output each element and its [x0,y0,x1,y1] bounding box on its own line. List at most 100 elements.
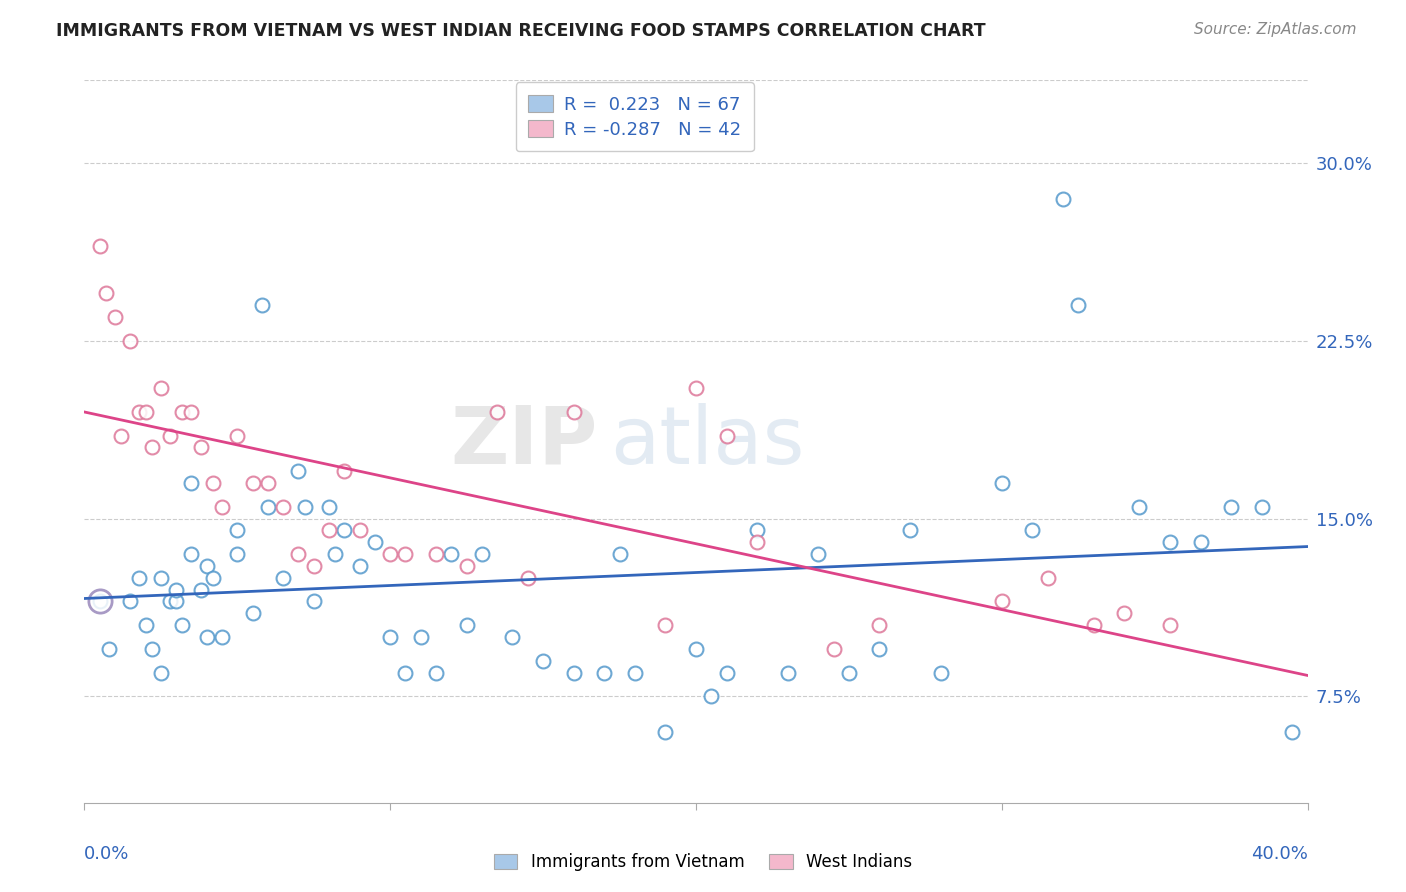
Point [141,641,163,656]
Point [94,286,117,301]
Point [1220,500,1243,514]
Point [333,464,356,478]
Point [294,500,316,514]
Point [747,524,769,538]
Point [1067,298,1090,312]
Point [302,594,325,608]
Point [226,524,249,538]
Point [898,524,921,538]
Point [562,405,585,419]
Point [226,428,249,442]
Point [685,381,707,395]
Point [349,524,371,538]
Point [869,641,891,656]
Text: atlas: atlas [610,402,804,481]
Point [991,594,1014,608]
Point [747,535,769,549]
Point [425,547,447,561]
Point [159,428,181,442]
Point [135,405,157,419]
Point [141,441,163,455]
Point [323,547,346,561]
Legend: Immigrants from Vietnam, West Indians: Immigrants from Vietnam, West Indians [485,845,921,880]
Point [195,630,218,644]
Point [593,665,616,680]
Point [149,665,172,680]
Point [1159,535,1181,549]
Point [1250,500,1272,514]
Point [716,665,738,680]
Point [211,500,233,514]
Point [165,582,187,597]
Point [654,618,676,632]
Point [1021,524,1043,538]
Point [201,475,224,490]
Point [394,665,416,680]
Point [165,594,187,608]
Point [159,594,181,608]
Point [302,558,325,573]
Point [211,630,233,644]
Point [471,547,494,561]
Point [456,558,478,573]
Point [807,547,830,561]
Point [609,547,631,561]
Point [242,475,264,490]
Point [104,310,127,325]
Point [456,618,478,632]
Text: IMMIGRANTS FROM VIETNAM VS WEST INDIAN RECEIVING FOOD STAMPS CORRELATION CHART: IMMIGRANTS FROM VIETNAM VS WEST INDIAN R… [56,22,986,40]
Point [1128,500,1150,514]
Point [195,558,218,573]
Point [287,547,309,561]
Point [128,405,150,419]
Point [172,405,194,419]
Point [394,547,416,561]
Point [1281,724,1303,739]
Point [502,630,524,644]
Point [349,558,371,573]
Point [172,618,194,632]
Point [128,571,150,585]
Text: 40.0%: 40.0% [1251,846,1308,863]
Point [97,641,120,656]
Point [716,428,738,442]
Point [271,571,294,585]
Point [562,665,585,680]
Point [531,654,554,668]
Point [201,571,224,585]
Point [190,441,212,455]
Point [1114,607,1136,621]
Point [380,630,402,644]
Point [929,665,952,680]
Point [516,571,538,585]
Point [869,618,891,632]
Text: Source: ZipAtlas.com: Source: ZipAtlas.com [1194,22,1357,37]
Point [135,618,157,632]
Point [1083,618,1105,632]
Point [250,298,273,312]
Point [425,665,447,680]
Point [776,665,799,680]
Text: ZIP: ZIP [451,402,598,481]
Text: 0.0%: 0.0% [84,846,129,863]
Point [89,594,111,608]
Point [409,630,432,644]
Point [190,582,212,597]
Point [685,641,707,656]
Point [1052,192,1074,206]
Point [654,724,676,739]
Point [89,239,111,253]
Point [110,428,132,442]
Legend: R =  0.223   N = 67, R = -0.287   N = 42: R = 0.223 N = 67, R = -0.287 N = 42 [516,82,754,152]
Point [440,547,463,561]
Point [180,475,202,490]
Point [242,607,264,621]
Point [991,475,1014,490]
Point [380,547,402,561]
Point [257,475,280,490]
Point [1036,571,1059,585]
Point [271,500,294,514]
Point [333,524,356,538]
Point [120,334,142,348]
Point [1189,535,1212,549]
